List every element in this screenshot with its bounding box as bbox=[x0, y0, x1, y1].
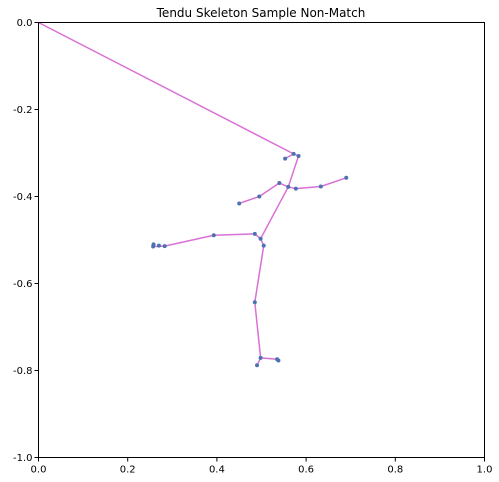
chart-title: Tendu Skeleton Sample Non-Match bbox=[156, 6, 366, 20]
skeleton-segment bbox=[213, 233, 256, 236]
skeleton-point bbox=[261, 243, 266, 248]
x-tick-label: 0.6 bbox=[298, 465, 314, 476]
skeleton-segment bbox=[254, 244, 265, 303]
skeleton-segment bbox=[295, 185, 322, 190]
y-tick-label: -0.2 bbox=[13, 105, 33, 116]
y-tick-label: 0.0 bbox=[17, 18, 33, 29]
skeleton-point bbox=[257, 194, 262, 199]
skeleton-segment bbox=[238, 195, 261, 205]
skeleton-point bbox=[277, 181, 282, 186]
skeleton-point bbox=[276, 358, 281, 363]
skeleton-segment bbox=[258, 182, 281, 198]
plot-frame bbox=[38, 22, 485, 458]
skeleton-point bbox=[258, 355, 263, 360]
skeleton-point bbox=[286, 184, 291, 189]
skeleton-point bbox=[293, 186, 298, 191]
x-tick-label: 0.4 bbox=[209, 465, 225, 476]
x-tick-label: 0.8 bbox=[387, 465, 403, 476]
skeleton-segment bbox=[287, 155, 300, 188]
skeleton-segment bbox=[37, 21, 295, 155]
skeleton-segment bbox=[259, 186, 290, 240]
skeleton-segment bbox=[163, 234, 215, 247]
x-tick-label: 1.0 bbox=[477, 465, 493, 476]
skeleton-point bbox=[344, 175, 349, 180]
x-tick-label: 0.2 bbox=[120, 465, 136, 476]
axis-ticks: 0.0 0.2 0.4 0.6 0.8 1.0 0.0 -0.2 -0.4 -0.6 -0.8 -1.… bbox=[13, 18, 492, 476]
x-tick-label: 0.0 bbox=[31, 465, 47, 476]
y-tick-label: -1.0 bbox=[13, 453, 33, 464]
skeleton-segment bbox=[320, 177, 347, 188]
skeleton-point bbox=[156, 243, 161, 248]
y-tick-label: -0.8 bbox=[13, 366, 33, 377]
skeleton-segment bbox=[259, 357, 278, 360]
y-tick-label: -0.6 bbox=[13, 279, 33, 290]
skeleton-point bbox=[237, 201, 242, 206]
skeleton-segment bbox=[254, 301, 262, 359]
skeleton-lines bbox=[37, 21, 347, 367]
skeleton-point bbox=[211, 233, 216, 238]
skeleton-point bbox=[255, 363, 260, 368]
skeleton-point bbox=[318, 184, 323, 189]
skeleton-point bbox=[291, 151, 296, 156]
skeleton-point bbox=[258, 236, 263, 241]
skeleton-points bbox=[151, 151, 349, 368]
skeleton-point bbox=[151, 244, 156, 249]
y-tick-label: -0.4 bbox=[13, 192, 33, 203]
skeleton-point bbox=[296, 154, 301, 159]
skeleton-point bbox=[252, 231, 257, 236]
skeleton-point bbox=[162, 244, 167, 249]
skeleton-point bbox=[252, 300, 257, 305]
skeleton-point bbox=[283, 156, 288, 161]
